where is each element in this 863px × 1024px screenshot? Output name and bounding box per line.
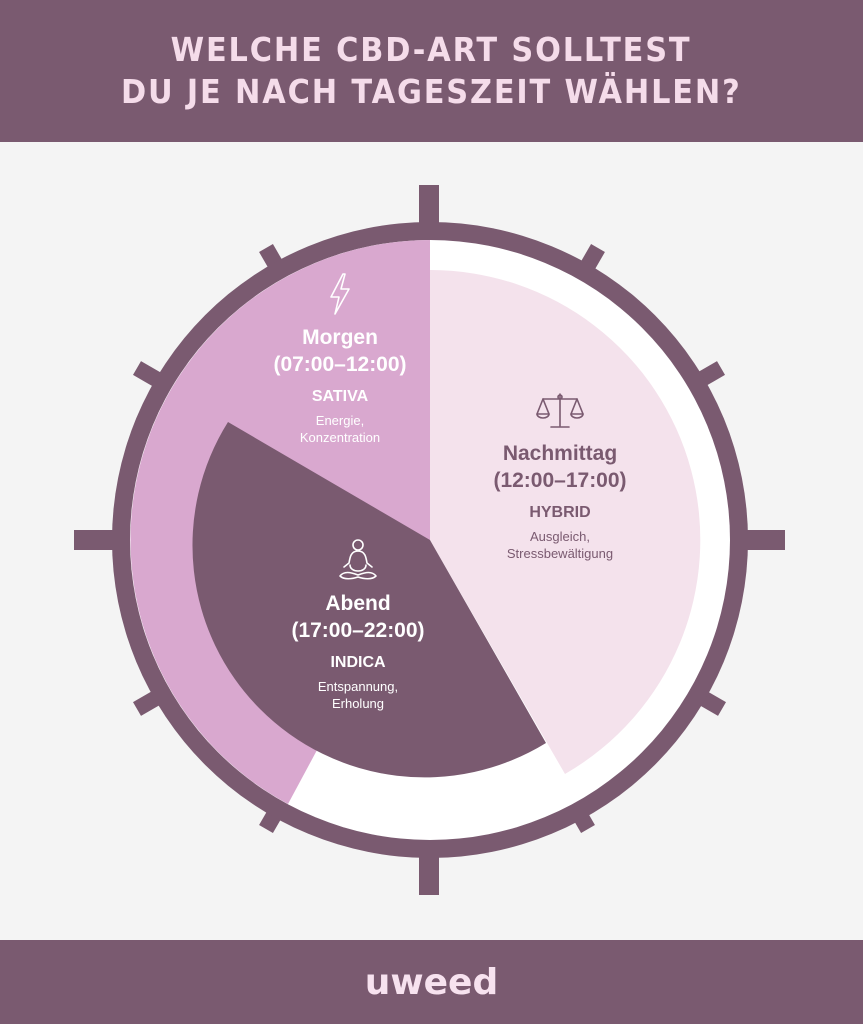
scales-icon xyxy=(536,393,584,428)
abend-title: Abend xyxy=(325,592,391,615)
footer-banner: uweed xyxy=(0,940,863,1024)
nachmittag-type: HYBRID xyxy=(529,504,591,521)
morgen-type: SATIVA xyxy=(311,388,369,405)
lightning-icon xyxy=(330,273,350,315)
nachmittag-desc-1: Ausgleich, xyxy=(530,529,590,544)
nachmittag-title: Nachmittag xyxy=(502,442,618,465)
segment-nachmittag xyxy=(430,269,701,774)
label-abend: Abend (17:00–22:00) INDICA Entspannung, … xyxy=(258,538,458,712)
tick-left xyxy=(74,530,119,550)
morgen-time: (07:00–12:00) xyxy=(273,353,407,376)
abend-time: (17:00–22:00) xyxy=(291,619,425,642)
label-morgen: Morgen (07:00–12:00) SATIVA Energie, Kon… xyxy=(240,272,440,446)
uweed-logo: uweed xyxy=(364,961,499,1003)
abend-desc-1: Entspannung, xyxy=(317,679,399,694)
morgen-desc-1: Energie, xyxy=(315,413,365,428)
morgen-title: Morgen xyxy=(302,326,378,349)
tick-bottom xyxy=(419,850,439,895)
tick-top xyxy=(419,185,439,230)
headline-line-1: WELCHE CBD-ART SOLLTEST xyxy=(171,30,692,69)
header-banner: WELCHE CBD-ART SOLLTEST DU JE NACH TAGES… xyxy=(0,0,863,142)
label-nachmittag: Nachmittag (12:00–17:00) HYBRID Ausgleic… xyxy=(450,390,670,562)
headline-line-2: DU JE NACH TAGESZEIT WÄHLEN? xyxy=(121,72,742,111)
segment-abend xyxy=(192,422,547,778)
morgen-desc-2: Konzentration xyxy=(299,430,381,445)
nachmittag-time: (12:00–17:00) xyxy=(493,469,627,492)
abend-desc-2: Erholung xyxy=(331,696,385,711)
time-of-day-wheel xyxy=(74,185,785,895)
tick-right xyxy=(740,530,785,550)
meditation-icon xyxy=(339,539,377,580)
nachmittag-desc-2: Stressbewältigung xyxy=(506,546,614,561)
abend-type: INDICA xyxy=(330,654,386,671)
